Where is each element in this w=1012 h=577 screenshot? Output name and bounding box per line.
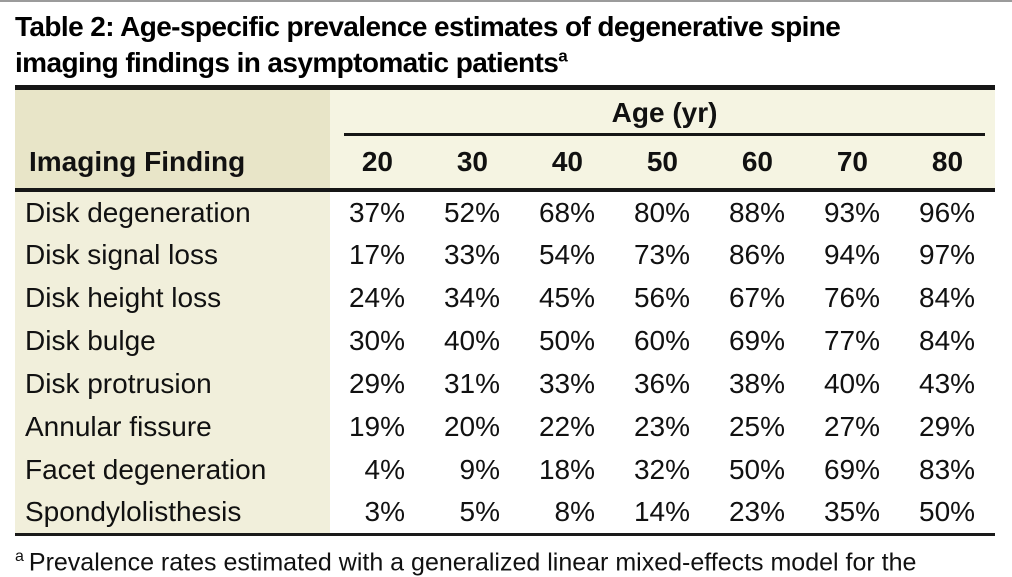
age-col-header-60: 60 [710,136,805,192]
value-cell: 34% [443,281,500,313]
age-spanner-row: Age (yr) [15,90,996,136]
value-cell: 8% [554,495,595,527]
age-col-header-70: 70 [805,136,900,192]
corner-cell [15,90,330,136]
value-cell: 40% [443,324,500,356]
value-cell: 31% [443,367,500,399]
value-cell: 54% [538,238,595,270]
value-cell: 9% [459,453,500,485]
value-cell: 40% [823,367,880,399]
value-cell: 56% [633,281,690,313]
value-cell: 67% [728,281,785,313]
value-cell: 84% [919,281,976,313]
value-cell: 4% [364,453,405,485]
table-row: Disk signal loss 17% 33% 54% 73% 86% 94%… [15,233,995,276]
title-footnote-marker: a [558,46,568,66]
value-cell: 27% [823,410,880,442]
value-cell: 32% [633,453,690,485]
table-title-line2: imaging findings in asymptomatic patient… [15,47,559,78]
value-cell: 68% [538,196,595,228]
value-cell: 97% [919,238,976,270]
age-col-header-80: 80 [900,136,996,192]
age-col-header-20: 20 [330,136,425,192]
value-cell: 17% [348,238,405,270]
value-cell: 30% [348,324,405,356]
title-rule [15,85,995,90]
value-cell: 73% [633,238,690,270]
value-cell: 83% [919,453,976,485]
age-col-header-40: 40 [520,136,615,192]
value-cell: 94% [823,238,880,270]
value-cell: 50% [728,453,785,485]
table-row: Disk protrusion 29% 31% 33% 36% 38% 40% … [15,362,995,405]
page-top-edge [0,0,1012,2]
table-row: Disk degeneration 37% 52% 68% 80% 88% 93… [15,190,995,233]
value-cell: 24% [348,281,405,313]
value-cell: 93% [823,196,880,228]
value-cell: 69% [728,324,785,356]
finding-label: Spondylolisthesis [15,491,330,534]
value-cell: 5% [459,495,500,527]
finding-label: Disk protrusion [15,362,330,405]
value-cell: 45% [538,281,595,313]
value-cell: 77% [823,324,880,356]
column-header-row: Imaging Finding 20 30 40 50 60 70 80 [15,136,996,192]
value-cell: 18% [538,453,595,485]
value-cell: 29% [348,367,405,399]
age-col-header-30: 30 [425,136,520,192]
value-cell: 80% [633,196,690,228]
value-cell: 43% [919,367,976,399]
value-cell: 33% [538,367,595,399]
value-cell: 38% [728,367,785,399]
value-cell: 23% [633,410,690,442]
value-cell: 14% [633,495,690,527]
age-col-header-50: 50 [615,136,710,192]
finding-label: Disk bulge [15,319,330,362]
finding-label: Facet degeneration [15,448,330,491]
footnote-text: Prevalence rates estimated with a genera… [28,547,917,576]
value-cell: 50% [919,495,976,527]
table-row: Spondylolisthesis 3% 5% 8% 14% 23% 35% 5… [15,491,995,534]
table-row: Disk bulge 30% 40% 50% 60% 69% 77% 84% [15,319,995,362]
value-cell: 86% [728,238,785,270]
prevalence-table: Age (yr) Imaging Finding 20 30 40 50 60 … [15,90,996,536]
value-cell: 3% [364,495,405,527]
value-cell: 76% [823,281,880,313]
finding-label: Disk signal loss [15,233,330,276]
footnote-marker: a [15,547,24,565]
value-cell: 88% [728,196,785,228]
table-title: Table 2: Age-specific prevalence estimat… [15,9,995,81]
value-cell: 35% [823,495,880,527]
finding-label: Annular fissure [15,405,330,448]
table-footnote: a Prevalence rates estimated with a gener… [15,548,995,577]
age-group-header-cell: Age (yr) [330,90,996,136]
table-row: Facet degeneration 4% 9% 18% 32% 50% 69%… [15,448,995,491]
finding-label: Disk degeneration [15,190,330,233]
finding-label: Disk height loss [15,276,330,319]
row-header-label: Imaging Finding [15,136,330,192]
value-cell: 25% [728,410,785,442]
value-cell: 84% [919,324,976,356]
value-cell: 96% [919,196,976,228]
age-group-label: Age (yr) [344,92,986,136]
table-title-line1: Table 2: Age-specific prevalence estimat… [15,11,841,42]
table-row: Disk height loss 24% 34% 45% 56% 67% 76%… [15,276,995,319]
value-cell: 52% [443,196,500,228]
value-cell: 69% [823,453,880,485]
value-cell: 20% [443,410,500,442]
value-cell: 19% [348,410,405,442]
value-cell: 29% [919,410,976,442]
value-cell: 50% [538,324,595,356]
value-cell: 23% [728,495,785,527]
value-cell: 22% [538,410,595,442]
value-cell: 36% [633,367,690,399]
value-cell: 60% [633,324,690,356]
table-row: Annular fissure 19% 20% 22% 23% 25% 27% … [15,405,995,448]
value-cell: 37% [348,196,405,228]
value-cell: 33% [443,238,500,270]
